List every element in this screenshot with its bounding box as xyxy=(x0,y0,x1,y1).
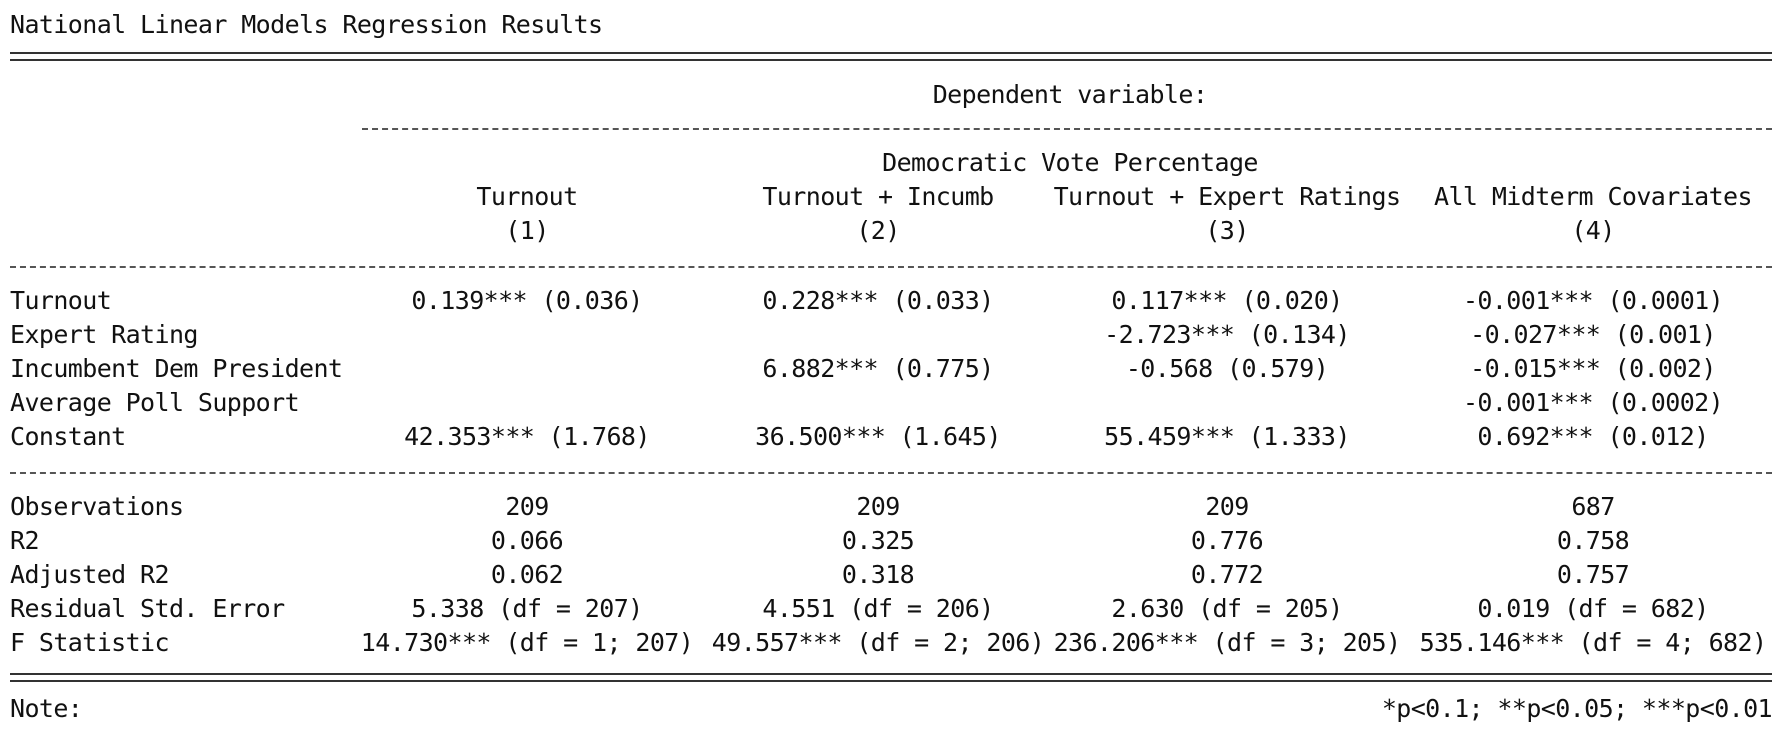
stat-f-statistic-m1: 14.730*** (df = 1; 207) xyxy=(360,628,694,657)
model-4-name: All Midterm Covariates xyxy=(1434,182,1753,211)
stat-residual-se-m3: 2.630 (df = 205) xyxy=(1111,594,1343,623)
coefficients-bottom-rule xyxy=(10,472,1772,474)
model-3-name: Turnout + Expert Ratings xyxy=(1053,182,1401,211)
note-label: Note: xyxy=(10,694,83,723)
coef-expert-rating-m3: -2.723*** (0.134) xyxy=(1104,320,1350,349)
stat-adjusted-r2-m4: 0.757 xyxy=(1556,560,1630,589)
coef-label-expert-rating: Expert Rating xyxy=(10,320,198,349)
stat-observations-m1: 209 xyxy=(505,492,549,521)
coef-label-turnout: Turnout xyxy=(10,286,112,315)
stat-observations-m4: 687 xyxy=(1571,492,1615,521)
model-4-number: (4) xyxy=(1571,216,1615,245)
stat-residual-se-m2: 4.551 (df = 206) xyxy=(762,594,994,623)
stat-r2-m3: 0.776 xyxy=(1190,526,1264,555)
coef-incumbent-m2: 6.882*** (0.775) xyxy=(762,354,994,383)
stat-observations-m2: 209 xyxy=(856,492,900,521)
header-bottom-rule xyxy=(10,266,1772,268)
stat-adjusted-r2-m1: 0.062 xyxy=(490,560,564,589)
dependent-variable-label: Dependent variable: xyxy=(932,80,1208,109)
stat-adjusted-r2-m3: 0.772 xyxy=(1190,560,1264,589)
coef-constant-m2: 36.500*** (1.645) xyxy=(755,422,1001,451)
stat-f-statistic-m4: 535.146*** (df = 4; 682) xyxy=(1419,628,1767,657)
significance-note: *p<0.1; **p<0.05; ***p<0.01 xyxy=(1381,694,1773,723)
stat-label-observations: Observations xyxy=(10,492,184,521)
model-3-number: (3) xyxy=(1205,216,1249,245)
coef-constant-m4: 0.692*** (0.012) xyxy=(1477,422,1709,451)
model-1-name: Turnout xyxy=(476,182,578,211)
coef-turnout-m3: 0.117*** (0.020) xyxy=(1111,286,1343,315)
stat-r2-m4: 0.758 xyxy=(1556,526,1630,555)
model-2-number: (2) xyxy=(856,216,900,245)
coef-incumbent-m3: -0.568 (0.579) xyxy=(1125,354,1329,383)
table-title: National Linear Models Regression Result… xyxy=(10,10,603,39)
coef-constant-m3: 55.459*** (1.333) xyxy=(1104,422,1350,451)
stat-label-adjusted-r2: Adjusted R2 xyxy=(10,560,170,589)
coef-expert-rating-m4: -0.027*** (0.001) xyxy=(1470,320,1716,349)
coef-label-incumbent: Incumbent Dem President xyxy=(10,354,343,383)
bottom-double-rule xyxy=(10,673,1772,682)
stat-label-f-statistic: F Statistic xyxy=(10,628,170,657)
stat-label-residual-se: Residual Std. Error xyxy=(10,594,285,623)
stat-residual-se-m4: 0.019 (df = 682) xyxy=(1477,594,1709,623)
stat-observations-m3: 209 xyxy=(1205,492,1249,521)
coef-label-constant: Constant xyxy=(10,422,126,451)
model-2-name: Turnout + Incumb xyxy=(762,182,994,211)
coef-constant-m1: 42.353*** (1.768) xyxy=(404,422,650,451)
coef-label-poll-support: Average Poll Support xyxy=(10,388,300,417)
stat-f-statistic-m2: 49.557*** (df = 2; 206) xyxy=(711,628,1045,657)
coef-turnout-m1: 0.139*** (0.036) xyxy=(411,286,643,315)
coef-turnout-m4: -0.001*** (0.0001) xyxy=(1462,286,1724,315)
stat-label-r2: R2 xyxy=(10,526,40,555)
coef-incumbent-m4: -0.015*** (0.002) xyxy=(1470,354,1716,383)
stat-r2-m1: 0.066 xyxy=(490,526,564,555)
dependent-variable-name: Democratic Vote Percentage xyxy=(882,148,1258,177)
stat-adjusted-r2-m2: 0.318 xyxy=(841,560,915,589)
coef-poll-support-m4: -0.001*** (0.0002) xyxy=(1462,388,1724,417)
dependent-variable-rule xyxy=(362,128,1772,130)
stat-residual-se-m1: 5.338 (df = 207) xyxy=(411,594,643,623)
model-1-number: (1) xyxy=(505,216,549,245)
coef-turnout-m2: 0.228*** (0.033) xyxy=(762,286,994,315)
stat-f-statistic-m3: 236.206*** (df = 3; 205) xyxy=(1053,628,1401,657)
stat-r2-m2: 0.325 xyxy=(841,526,915,555)
top-double-rule xyxy=(10,52,1772,61)
